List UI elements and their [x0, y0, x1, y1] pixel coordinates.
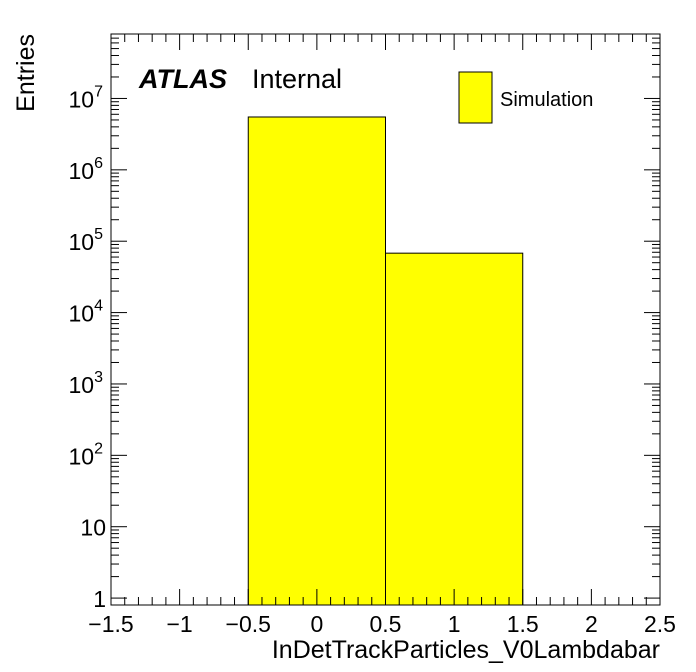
- y-tick-label: 102: [69, 440, 104, 469]
- histogram-bin-1: [385, 252, 524, 606]
- y-tick-label: 103: [69, 369, 104, 398]
- y-tick-labels: 1 10 102 103 104 105 106 107: [69, 83, 107, 612]
- x-tick-label: 0.5: [370, 611, 402, 637]
- y-tick-label: 1: [93, 586, 106, 612]
- atlas-status-label: Internal: [252, 64, 342, 94]
- y-tick-label: 105: [69, 226, 104, 255]
- plot-frame: [110, 33, 661, 606]
- legend-label-simulation: Simulation: [500, 89, 593, 111]
- histogram-bin-0: [247, 116, 386, 606]
- atlas-label: ATLAS: [138, 64, 227, 94]
- y-tick-label: 10: [80, 515, 106, 541]
- x-tick-label: 1.5: [507, 611, 539, 637]
- x-axis-title: InDetTrackParticles_V0Lambdabar: [272, 636, 660, 664]
- x-tick-label: 0: [310, 611, 323, 637]
- x-tick-label: −0.5: [226, 611, 271, 637]
- x-tick-label: 2: [585, 611, 598, 637]
- y-axis-title: Entries: [12, 34, 40, 112]
- legend-swatch-simulation: [458, 71, 493, 124]
- x-tick-labels: −1.5 −1 −0.5 0 0.5 1 1.5 2 2.5: [88, 611, 676, 637]
- x-tick-label: −1: [167, 611, 193, 637]
- y-tick-label: 107: [69, 83, 104, 112]
- x-tick-label: −1.5: [88, 611, 133, 637]
- y-tick-label: 106: [69, 155, 104, 184]
- legend: Simulation: [458, 71, 593, 124]
- y-tick-label: 104: [69, 298, 104, 327]
- histogram-bars: [247, 116, 524, 606]
- x-tick-label: 1: [448, 611, 461, 637]
- axis-ticks: [110, 33, 661, 605]
- x-tick-label: 2.5: [644, 611, 676, 637]
